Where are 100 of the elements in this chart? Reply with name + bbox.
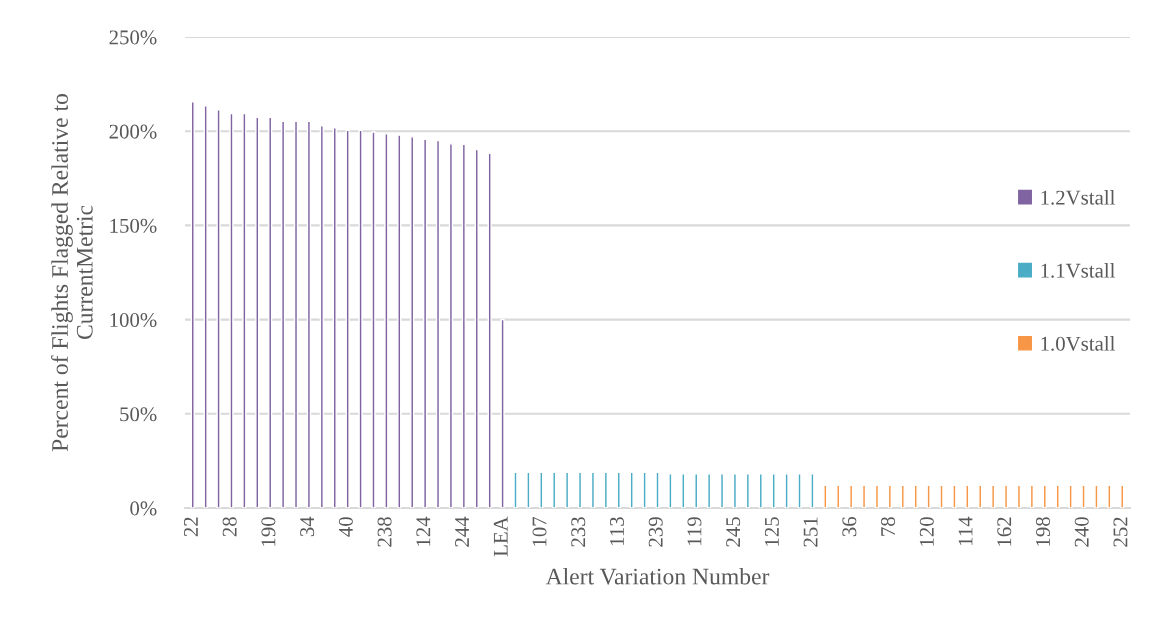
bar	[332, 127, 337, 508]
bar	[1029, 484, 1035, 508]
bar	[939, 484, 944, 508]
bar	[345, 129, 350, 508]
x-tick-label: 113	[609, 517, 624, 545]
bar	[1055, 484, 1060, 508]
bar	[552, 471, 557, 508]
y-tick-label: 100%	[110, 312, 157, 328]
bar	[448, 143, 454, 508]
bar	[797, 473, 802, 508]
bar	[771, 473, 776, 508]
bar	[810, 473, 815, 508]
x-tick-label: 107	[532, 516, 547, 546]
bar	[874, 484, 880, 508]
bar	[887, 484, 892, 508]
bar	[513, 471, 518, 508]
bar	[719, 473, 725, 508]
legend-label: 1.0Vstall	[1041, 336, 1115, 351]
bar	[474, 148, 479, 508]
bar	[849, 484, 854, 508]
bar	[1068, 484, 1073, 508]
x-tick-label: 40	[338, 517, 353, 537]
bar	[268, 116, 273, 508]
bar	[707, 473, 712, 508]
bar	[952, 484, 957, 508]
bar	[745, 473, 750, 508]
x-tick-label: 124	[416, 516, 431, 546]
y-tick-label: 50%	[120, 407, 157, 422]
bar	[242, 112, 247, 508]
bar	[900, 484, 905, 508]
x-tick-label: 198	[1035, 517, 1051, 546]
bar	[784, 473, 789, 508]
bar	[423, 138, 428, 508]
bar	[435, 139, 441, 508]
bar	[410, 136, 415, 508]
x-tick-label: 238	[377, 517, 392, 547]
y-tick-label: 250%	[109, 30, 157, 45]
bar	[500, 318, 505, 508]
y-tick-label: 0%	[130, 501, 157, 516]
bar	[371, 131, 376, 508]
x-tick-label: 36	[842, 516, 857, 537]
bar	[655, 471, 660, 508]
bar	[229, 112, 234, 508]
x-axis-title: Alert Variation Number	[545, 567, 770, 585]
bar	[836, 484, 841, 508]
bar	[603, 471, 608, 508]
x-tick-label: 190	[261, 517, 276, 546]
bar	[539, 471, 544, 508]
bar	[461, 143, 466, 508]
bar	[216, 109, 221, 508]
bar	[358, 129, 363, 508]
bar	[293, 120, 299, 508]
bar	[306, 120, 312, 508]
bar	[280, 120, 286, 508]
bar	[681, 473, 686, 508]
bar	[1107, 484, 1112, 508]
x-tick-label: 114	[958, 516, 973, 545]
bar	[616, 471, 621, 508]
bar	[642, 471, 647, 508]
bar	[319, 125, 324, 508]
x-tick-label: 78	[881, 517, 896, 536]
x-tick-label: 125	[764, 517, 779, 546]
x-tick-label: 28	[222, 517, 237, 537]
y-tick-label: 150%	[110, 218, 157, 233]
bar	[1094, 484, 1099, 508]
bar	[1003, 484, 1009, 508]
bar	[255, 116, 260, 508]
bar	[384, 133, 389, 508]
bar	[991, 484, 996, 508]
x-tick-label: LEA	[493, 516, 508, 557]
bar	[1120, 484, 1125, 508]
bar	[629, 471, 634, 508]
bar	[577, 471, 583, 508]
bar	[526, 471, 531, 508]
bar	[861, 484, 867, 508]
bar	[668, 473, 673, 508]
bar	[732, 473, 738, 508]
x-tick-label: 251	[803, 517, 818, 547]
bar	[978, 484, 983, 508]
x-tick-label: 162	[997, 517, 1012, 546]
bar	[758, 473, 763, 508]
x-tick-label: 240	[1074, 517, 1089, 547]
bar	[926, 484, 931, 508]
x-tick-label: 239	[648, 517, 663, 547]
bar	[565, 471, 570, 508]
bar	[1042, 484, 1047, 508]
bar	[487, 152, 492, 508]
bar	[203, 105, 208, 508]
bar	[1016, 484, 1022, 508]
y-tick-label: 200%	[109, 124, 157, 139]
bar	[823, 484, 828, 508]
bar	[590, 471, 596, 508]
bar	[694, 473, 699, 508]
y-axis-title: Percent of Flights Flagged Relative to CurrentMetric	[51, 94, 93, 452]
x-tick-label: 34	[300, 516, 315, 537]
x-tick-label: 119	[687, 517, 702, 545]
x-tick-label: 252	[1113, 517, 1128, 547]
x-tick-label: 245	[726, 517, 741, 547]
x-tick-label: 233	[571, 517, 586, 547]
bar	[190, 101, 195, 508]
